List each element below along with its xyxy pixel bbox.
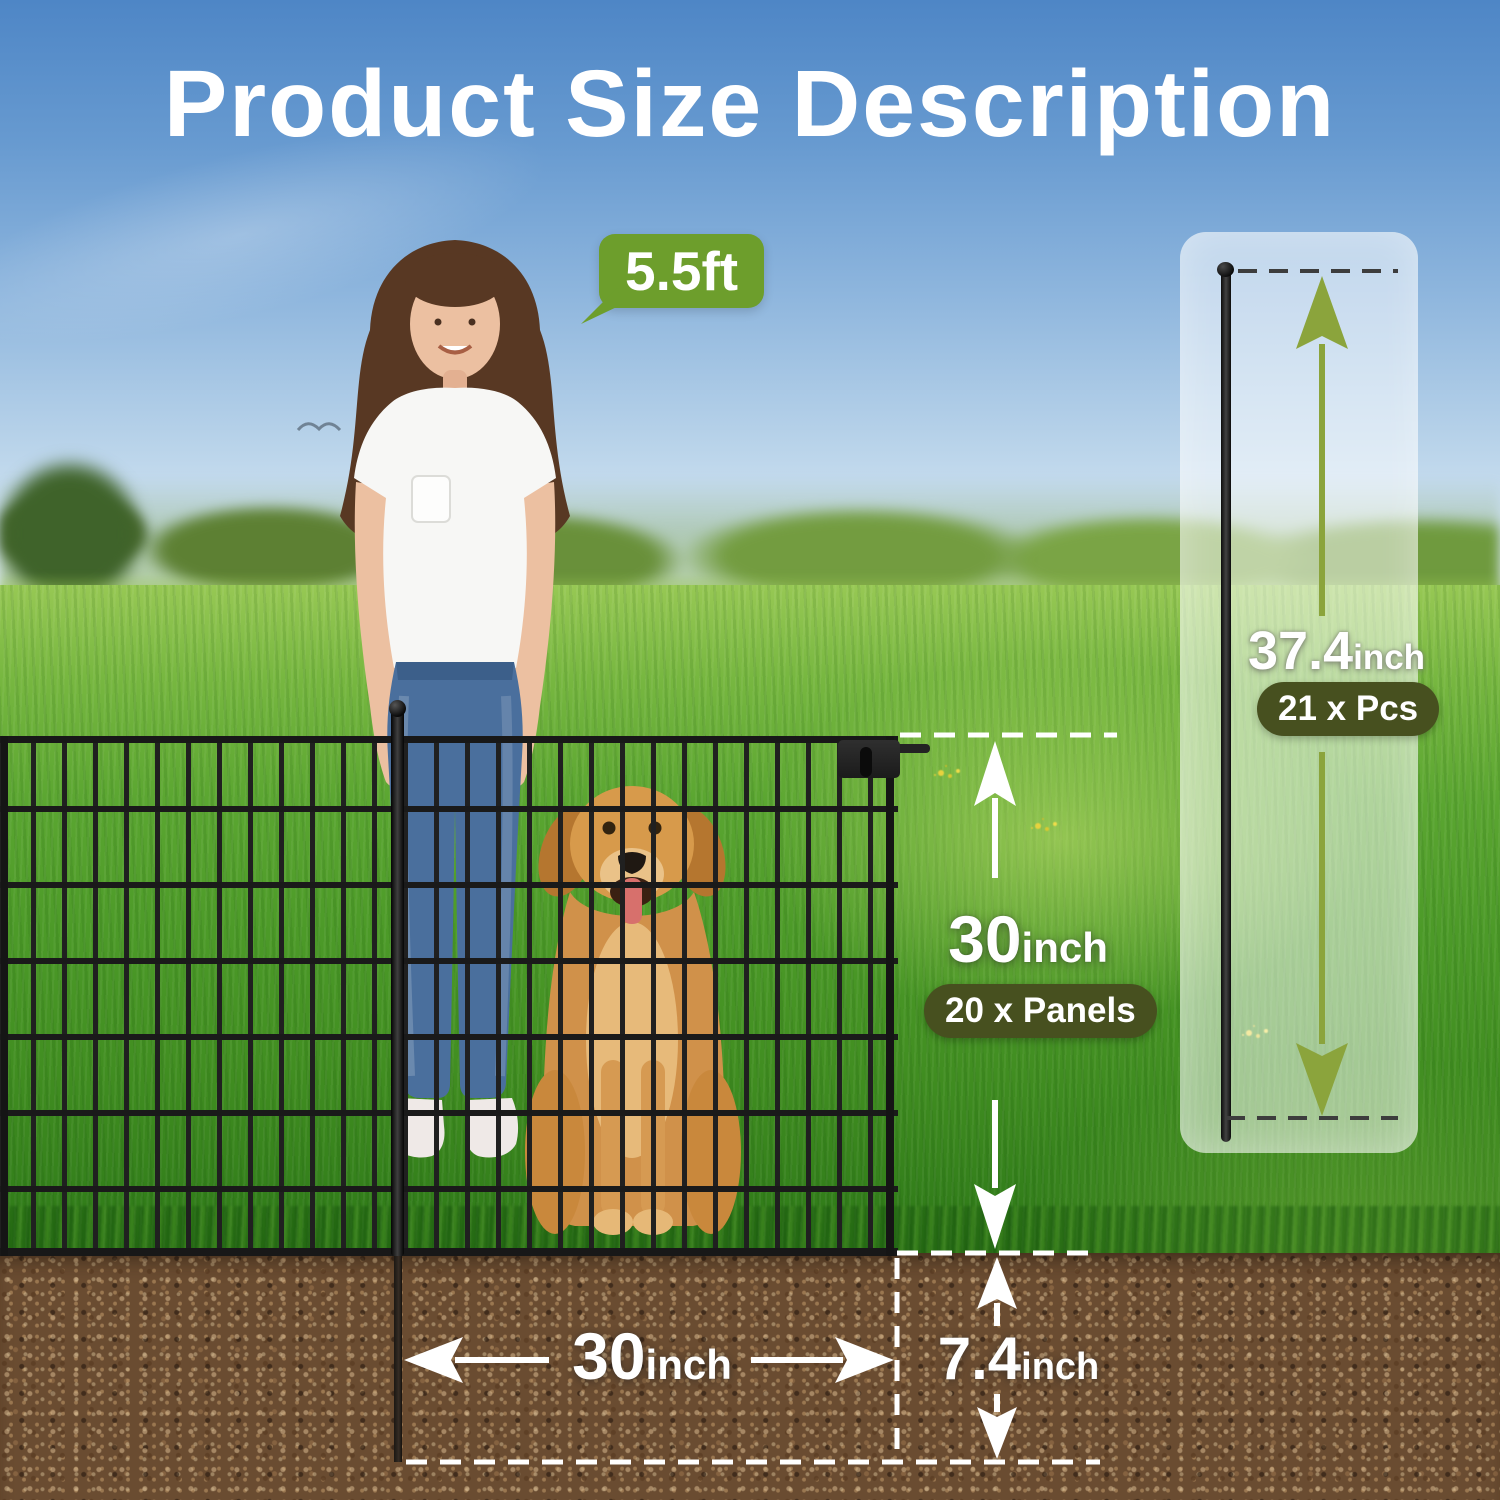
yellow-flowers xyxy=(1035,823,1041,829)
jeans-waistband xyxy=(396,662,514,680)
panels-count-badge: 20 x Panels xyxy=(924,984,1157,1038)
spec-stake-cap xyxy=(1217,262,1234,277)
panel-width-unit: inch xyxy=(645,1341,732,1388)
panel-height-label: 30inch xyxy=(933,901,1123,977)
stake-length-value: 37.4 xyxy=(1248,621,1354,681)
panel-height-unit: inch xyxy=(1021,924,1108,971)
panel-width-value: 30 xyxy=(572,1319,646,1393)
panel-connector-hook xyxy=(860,747,872,777)
height-callout-bubble: 5.5ft xyxy=(581,234,765,324)
underground-depth-label: 7.4inch xyxy=(926,1324,1111,1393)
bangs xyxy=(405,253,505,307)
stakes-count-badge: 21 x Pcs xyxy=(1257,682,1440,736)
fence-stake-post xyxy=(391,710,404,1256)
spec-stake-rod xyxy=(1221,270,1231,1142)
stake-length-unit: inch xyxy=(1353,638,1426,677)
panel-width-label: 30inch xyxy=(557,1318,747,1394)
fence-right-edge-bar xyxy=(886,736,894,1256)
smile xyxy=(437,344,473,355)
tshirt xyxy=(354,387,556,668)
fence-left-edge-bar xyxy=(1,736,8,1256)
yellow-flowers xyxy=(938,770,944,776)
eye xyxy=(468,318,476,326)
mulch-ground xyxy=(0,1253,1500,1500)
panel-height-value: 30 xyxy=(948,902,1022,976)
underground-depth-value: 7.4 xyxy=(937,1325,1022,1392)
underground-depth-unit: inch xyxy=(1021,1346,1100,1388)
page-title: Product Size Description xyxy=(163,51,1337,157)
eye xyxy=(434,318,442,326)
fence-stake-underground xyxy=(394,1256,402,1462)
bubble-tail xyxy=(581,288,623,324)
bird-icon xyxy=(296,422,342,432)
fence-post-cap xyxy=(389,700,406,717)
stake-length-label: 37.4inch xyxy=(1248,620,1425,682)
tshirt-pocket xyxy=(411,475,451,523)
fence-panel-grid xyxy=(0,736,898,1256)
height-callout-label: 5.5ft xyxy=(625,240,739,302)
